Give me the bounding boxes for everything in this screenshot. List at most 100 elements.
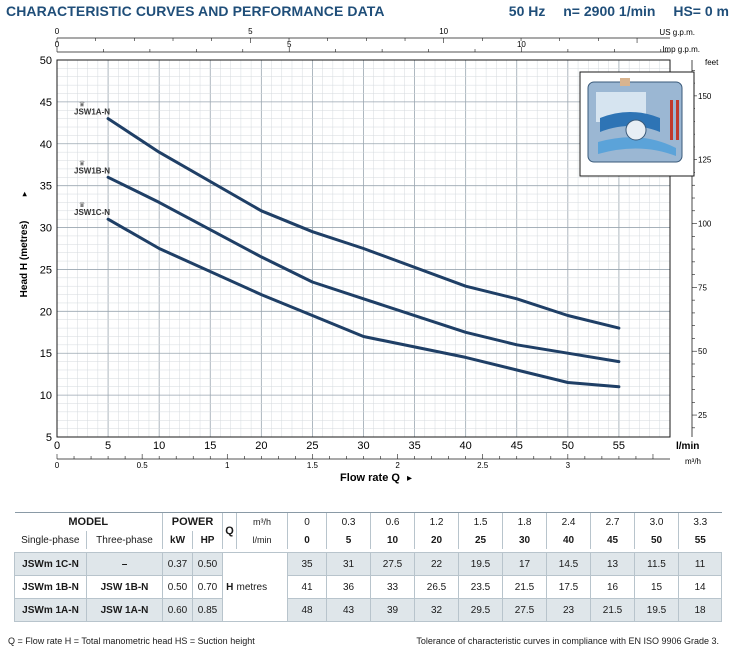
h-cell: 21.5 — [590, 598, 636, 622]
feet-tick-label: 75 — [698, 283, 707, 292]
frequency-label: 50 Hz — [508, 3, 546, 19]
top-imp-unit: Imp g.p.m. — [662, 45, 700, 54]
q-m3h-cell: 0.3 — [326, 512, 371, 531]
table-row: JSWm 1B-N JSW 1B-N 0.50 0.70 41 36 33 26… — [14, 575, 723, 599]
series-label: JSW1C-N — [74, 208, 110, 217]
crown-icon: ♛ — [79, 159, 85, 167]
three-phase-model: JSW 1B-N — [85, 575, 164, 599]
x-tick-label: 10 — [153, 440, 165, 452]
y-tick-label: 25 — [40, 264, 52, 276]
q-m3h-cell: 0.6 — [370, 512, 415, 531]
x-tick-label: 20 — [255, 440, 267, 452]
h-cell: 21.5 — [502, 575, 548, 599]
us-gpm-tick-label: 5 — [248, 27, 253, 36]
feet-tick-label: 150 — [698, 92, 712, 101]
single-phase-model: JSWm 1B-N — [14, 575, 87, 599]
x-tick-label: 45 — [511, 440, 523, 452]
h-cell: 26.5 — [414, 575, 460, 599]
m3h-tick-label: 1.5 — [307, 461, 319, 470]
power-header: POWER — [162, 512, 223, 531]
us-gpm-tick-label: 10 — [439, 27, 448, 36]
q-lmin-cell: 40 — [546, 531, 591, 549]
table-row: JSWm 1A-N JSW 1A-N 0.60 0.85 48 43 39 32… — [14, 598, 723, 622]
page-title: CHARACTERISTIC CURVES AND PERFORMANCE DA… — [6, 3, 385, 19]
x-tick-label: 55 — [613, 440, 625, 452]
h-cell: 15 — [634, 575, 680, 599]
y-tick-label: 30 — [40, 223, 52, 235]
series-label: JSW1A-N — [74, 108, 110, 117]
q-m3h-cell: 1.2 — [414, 512, 459, 531]
h-cell: 23 — [546, 598, 592, 622]
y-tick-label: 40 — [40, 139, 52, 151]
q-header: Q — [222, 512, 237, 549]
hp-value: 0.70 — [192, 575, 224, 599]
x-tick-label: 25 — [306, 440, 318, 452]
m3h-tick-label: 0.5 — [137, 461, 149, 470]
y-tick-label: 45 — [40, 97, 52, 109]
h-cell: 22 — [414, 552, 460, 576]
curve-jsw1a-n — [106, 117, 621, 330]
suction-label: HS= 0 m — [673, 3, 729, 19]
curve-jsw1c-n — [106, 217, 621, 389]
m3h-tick-label: 3 — [566, 461, 571, 470]
table-row: JSWm 1C-N – 0.37 0.50 H metres 35 31 27.… — [14, 552, 723, 622]
us-gpm-tick-label: 0 — [55, 27, 60, 36]
q-lmin-unit: l/min — [236, 531, 288, 549]
h-cell: 11.5 — [634, 552, 680, 576]
feet-tick-label: 25 — [698, 411, 707, 420]
imp-gpm-tick-label: 0 — [55, 40, 60, 49]
three-phase-header: Three-phase — [85, 531, 163, 549]
y-tick-label: 35 — [40, 181, 52, 193]
q-lmin-cell: 10 — [370, 531, 415, 549]
q-lmin-cell: 20 — [414, 531, 459, 549]
x-tick-label: 5 — [105, 440, 111, 452]
h-cell: 17 — [502, 552, 548, 576]
feet-tick-label: 125 — [698, 156, 712, 165]
h-cell: 17.5 — [546, 575, 592, 599]
m3h-tick-label: 2 — [395, 461, 400, 470]
feet-unit: feet — [705, 58, 719, 67]
q-m3h-cell: 2.7 — [590, 512, 635, 531]
kw-value: 0.60 — [162, 598, 194, 622]
pump-cutaway-illustration — [579, 71, 695, 177]
h-cell: 43 — [326, 598, 372, 622]
footer-legend: Q = Flow rate H = Total manometric head … — [8, 636, 255, 646]
series-labels: ♛JSW1A-N♛JSW1B-N♛JSW1C-N — [74, 101, 110, 218]
y-tick-label: 5 — [46, 432, 52, 444]
crown-icon: ♛ — [79, 201, 85, 209]
h-label: H — [222, 552, 237, 622]
speed-label: n= 2900 1/min — [563, 3, 656, 19]
m3h-tick-label: 1 — [225, 461, 230, 470]
hp-value: 0.85 — [192, 598, 224, 622]
top-us-unit: US g.p.m. — [659, 28, 695, 37]
h-unit: metres — [236, 552, 289, 622]
h-cell: 32 — [414, 598, 460, 622]
x-tick-label: 35 — [408, 440, 420, 452]
q-m3h-cell: 3.0 — [634, 512, 679, 531]
feet-tick-label: 100 — [698, 220, 712, 229]
three-phase-model: JSW 1A-N — [85, 598, 164, 622]
x-tick-label: 0 — [54, 440, 60, 452]
kw-header: kW — [162, 531, 193, 549]
m3h-unit: m³/h — [685, 457, 701, 466]
h-cell: 19.5 — [634, 598, 680, 622]
curve-jsw1b-n — [106, 175, 621, 364]
h-cell: 16 — [590, 575, 636, 599]
series-label: JSW1B-N — [74, 166, 110, 175]
x-unit-label: l/min — [676, 441, 699, 452]
h-cell: 27.5 — [502, 598, 548, 622]
single-phase-model: JSWm 1C-N — [14, 552, 87, 576]
header: CHARACTERISTIC CURVES AND PERFORMANCE DA… — [0, 0, 735, 22]
x-axis-arrow: ▸ — [407, 473, 412, 484]
h-cell: 39 — [370, 598, 416, 622]
operating-conditions: 50 Hz n= 2900 1/min HS= 0 m — [495, 3, 729, 19]
q-lmin-cell: 0 — [287, 531, 327, 549]
x-tick-label: 15 — [204, 440, 216, 452]
x-tick-label: 40 — [460, 440, 472, 452]
y-tick-label: 15 — [40, 348, 52, 360]
q-m3h-cell: 0 — [287, 512, 327, 531]
footer-tolerance: Tolerance of characteristic curves in co… — [416, 636, 719, 646]
h-cell: 11 — [678, 552, 723, 576]
q-lmin-cell: 55 — [678, 531, 722, 549]
